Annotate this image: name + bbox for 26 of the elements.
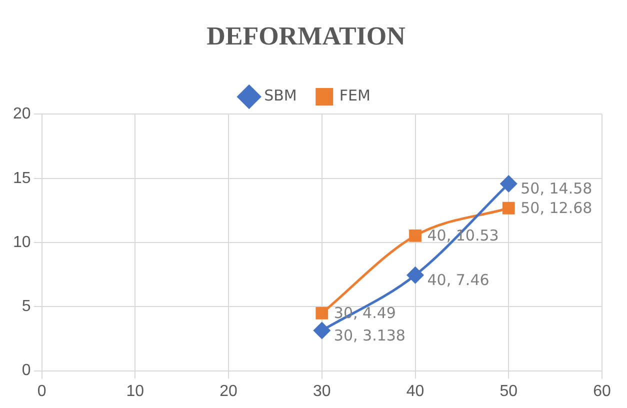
point (316, 306, 328, 320)
x-tick-label: 0 (37, 382, 46, 400)
x-tick-label: 50 (500, 382, 518, 400)
point (500, 175, 517, 192)
data-label: 50, 12.68 (520, 199, 592, 218)
point (314, 322, 330, 339)
y-tick-label: 5 (22, 298, 31, 316)
x-tick-label: 20 (220, 382, 238, 400)
y-tick-label: 10 (13, 234, 31, 251)
data-label: 50, 14.58 (520, 180, 592, 198)
point (407, 266, 424, 284)
x-tick-label: 40 (406, 382, 424, 400)
x-tick-label: 10 (126, 382, 144, 400)
point (502, 202, 515, 214)
y-tick-label: 0 (22, 362, 31, 380)
data-label: 40, 10.53 (427, 226, 499, 245)
y-tick-label: 20 (13, 106, 31, 123)
x-tick-label: 30 (313, 382, 331, 400)
x-tick-label: 60 (593, 382, 611, 400)
legend-label: FEM (339, 86, 370, 105)
chart-title: DEFORMATION (206, 21, 406, 50)
y-tick-label: 15 (13, 170, 31, 187)
point (409, 230, 422, 242)
data-label: 30, 3.138 (334, 326, 406, 344)
legend-label: SBM (264, 86, 297, 105)
data-label: 40, 7.46 (427, 270, 490, 289)
